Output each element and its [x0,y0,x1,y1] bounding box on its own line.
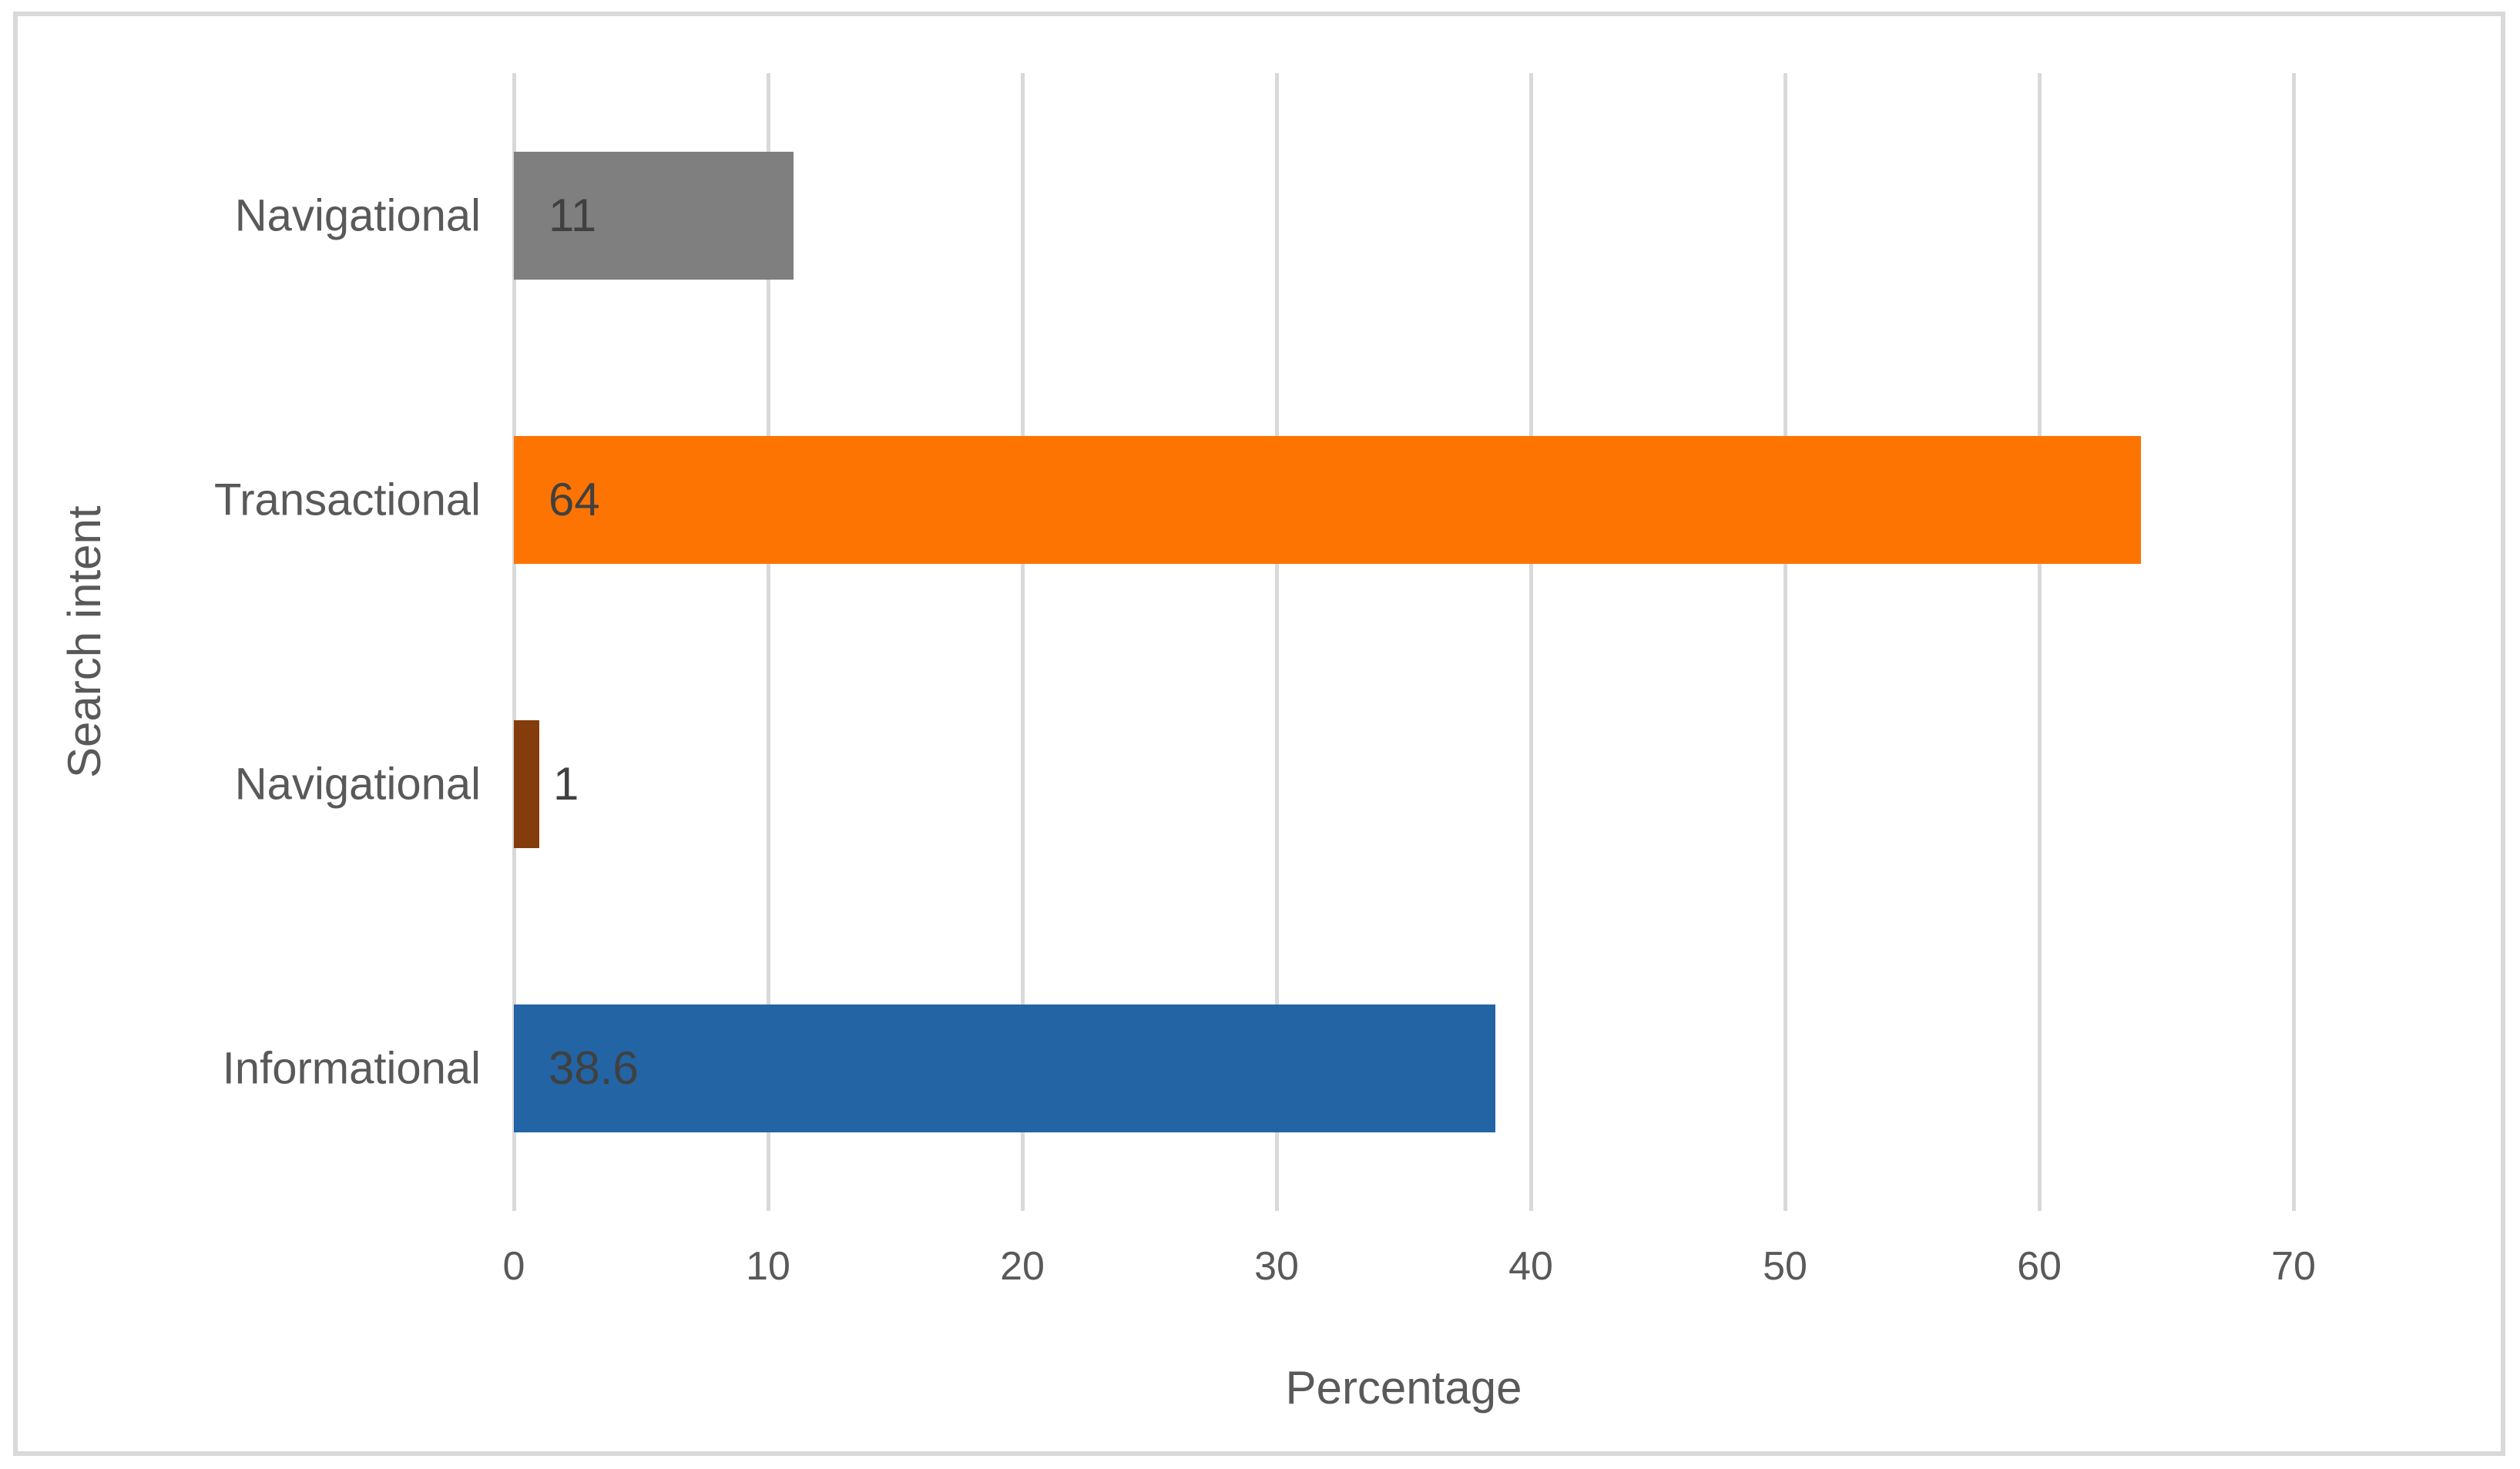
x-tick-label: 60 [2017,1244,2062,1289]
data-label: 38.6 [549,1042,639,1095]
x-tick-label: 0 [502,1244,525,1289]
chart-frame: 11 64 1 38.6 Navigational Transactional Navig… [13,12,2505,1456]
data-label: 1 [553,758,579,810]
category-label: Navigational [234,190,481,241]
gridline [766,73,770,1211]
x-tick-label: 40 [1508,1244,1553,1289]
bar [514,151,794,280]
gridline [512,73,516,1211]
x-tick-label: 30 [1254,1244,1299,1289]
x-tick-label: 70 [2271,1244,2316,1289]
category-label: Informational [222,1043,481,1094]
y-axis-title: Search intent [59,505,110,779]
gridline [1020,73,1025,1211]
x-tick-label: 50 [1763,1244,1807,1289]
gridline [2291,73,2296,1211]
data-label: 11 [549,189,597,241]
gridline [1528,73,1533,1211]
category-label: Transactional [213,475,481,525]
category-label: Navigational [234,759,481,810]
x-tick-label: 20 [1000,1244,1045,1289]
gridline [1783,73,1787,1211]
x-axis-title: Percentage [1285,1362,1522,1414]
data-label: 64 [549,473,600,525]
bar [514,435,2141,564]
bar [514,720,539,849]
gridline [1274,73,1279,1211]
bar [514,1004,1495,1133]
x-tick-label: 10 [746,1244,790,1289]
gridline [2037,73,2042,1211]
